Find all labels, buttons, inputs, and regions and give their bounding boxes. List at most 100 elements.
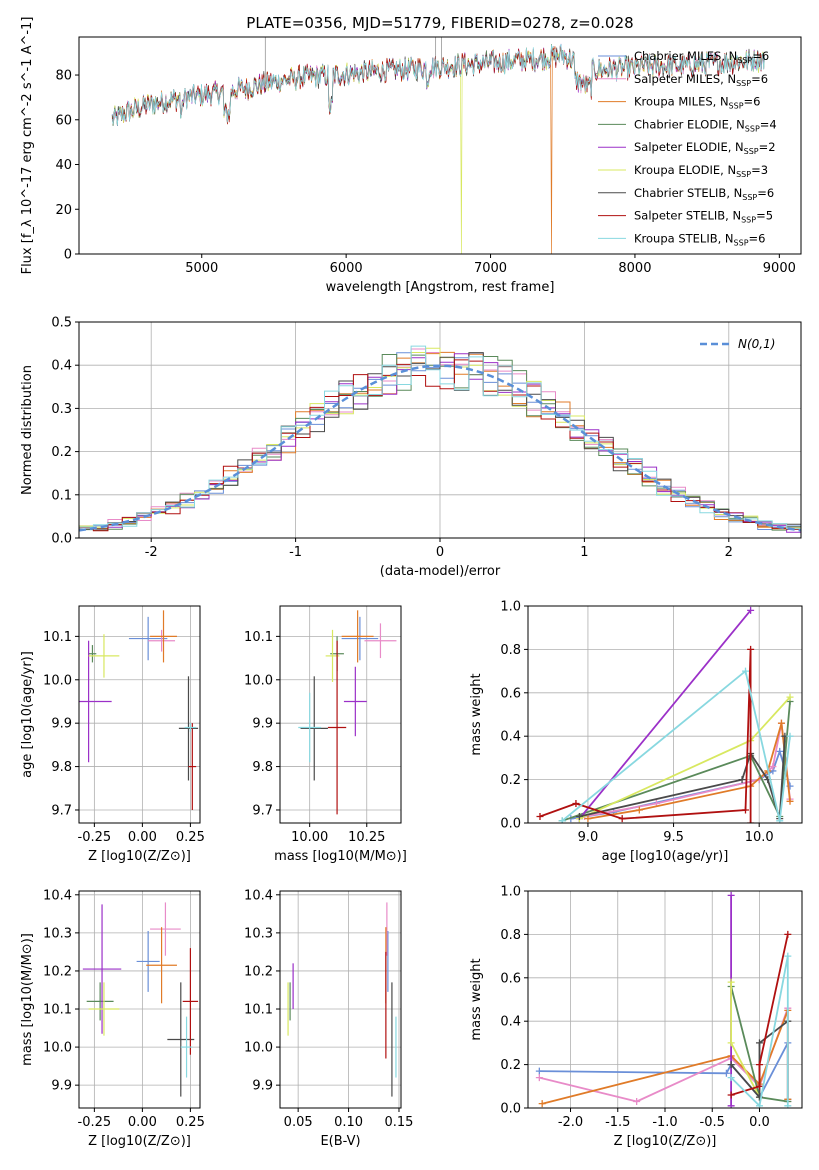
y-tick-label: 10.1: [43, 630, 72, 645]
x-tick-label: 9000: [763, 261, 796, 276]
y-axis-label: Flux [f_λ 10^-17 erg cm^-2 s^-1 A^-1]: [20, 17, 35, 275]
weight-marker-kroupa-elodie: [786, 693, 794, 701]
y-tick-label: 10.2: [43, 964, 72, 979]
legend-value: =5: [756, 209, 773, 223]
x-tick-label: 1: [580, 545, 588, 560]
x-axis-label: Z [log10(Z/Z⊙)]: [614, 1134, 717, 1149]
x-tick-label: 0.25: [176, 830, 205, 845]
legend-subscript: SSP: [737, 56, 752, 65]
legend-label: Chabrier ELODIE, NSSP=4: [634, 117, 777, 133]
plot-area-age_vs_mass: [298, 610, 397, 815]
histogram-kroupa-stelib: [79, 345, 801, 530]
x-tick-label: 0.0: [749, 1115, 770, 1130]
y-tick-label: 0.2: [500, 773, 521, 788]
weight-marker-kroupa-stelib: [558, 817, 566, 823]
legend-label: Chabrier MILES, NSSP=6: [634, 49, 769, 65]
y-tick-label: 1.0: [500, 600, 521, 615]
y-tick-label: 9.9: [252, 1079, 273, 1094]
y-tick-label: 10.0: [244, 1041, 273, 1056]
weight-marker-kroupa-miles: [635, 806, 643, 814]
y-tick-label: 0.0: [51, 532, 72, 547]
weight-marker-chabrier-miles: [776, 747, 784, 755]
x-axis-label: wavelength [Angstrom, rest frame]: [326, 280, 555, 295]
x-tick-label: -1.0: [652, 1115, 677, 1130]
x-tick-label: 0.00: [128, 830, 157, 845]
panel-weight_vs_age: 9.0 9.5 10.0 0.0 0.2 0.4 0.6 0.8 1.0 age [log10(a…: [469, 600, 803, 864]
y-tick-label: 60: [55, 113, 72, 128]
x-axis-label: (data-model)/error: [380, 564, 501, 579]
x-tick-label: 0.25: [176, 1115, 205, 1130]
legend-label: Kroupa MILES, NSSP=6: [634, 95, 760, 111]
y-tick-label: 0.2: [51, 445, 72, 460]
y-tick-label: 0: [64, 248, 72, 263]
y-tick-label: 0.6: [500, 971, 521, 986]
weight-marker-salpeter-elodie: [727, 1102, 735, 1108]
weight-marker-salpeter-elodie: [727, 891, 735, 899]
x-tick-label: -0.25: [78, 830, 112, 845]
plot-area-residuals: [79, 345, 801, 533]
y-tick-label: 10.3: [43, 926, 72, 941]
weight-marker-salpeter-elodie: [747, 606, 755, 614]
y-tick-label: 10.1: [244, 630, 273, 645]
weight-line-salpeter-stelib: [539, 649, 752, 823]
y-axis-label: age [log10(age/yr)]: [20, 651, 35, 778]
y-axis-label: mass [log10(M/M⊙)]: [20, 933, 35, 1066]
axes-frame: [78, 36, 802, 255]
x-axis-label: Z [log10(Z/Z⊙)]: [88, 849, 191, 864]
axes-frame: [78, 605, 201, 824]
plot-area-weight_vs_age: [536, 606, 794, 823]
x-tick-label: 0: [436, 545, 444, 560]
weight-marker-kroupa-miles: [777, 719, 785, 727]
weight-marker-kroupa-elodie: [727, 1039, 735, 1047]
axes-frame: [527, 605, 803, 824]
y-tick-label: 10.1: [244, 1003, 273, 1018]
y-tick-label: 9.8: [252, 760, 273, 775]
plot-area-weight_vs_Z: [535, 891, 792, 1108]
y-tick-label: 0.4: [500, 730, 521, 745]
legend-value: =6: [744, 95, 761, 109]
legend-label: Chabrier STELIB, NSSP=6: [634, 186, 774, 202]
y-tick-label: 10.0: [43, 673, 72, 688]
panel-weight_vs_Z: -2.0 -1.5 -1.0 -0.5 0.0 0.0 0.2 0.4 0.6 0.8 1.0 Z […: [469, 885, 803, 1149]
y-tick-label: 0.4: [500, 1015, 521, 1030]
y-tick-label: 1.0: [500, 885, 521, 900]
y-tick-label: 0.0: [500, 817, 521, 832]
y-tick-label: 0.1: [51, 488, 72, 503]
weight-marker-salpeter-miles: [769, 763, 777, 771]
legend-label: N(0,1): [738, 337, 775, 351]
y-tick-label: 10.0: [244, 673, 273, 688]
x-axis-label: Z [log10(Z/Z⊙)]: [88, 1134, 191, 1149]
y-tick-label: 0.8: [500, 928, 521, 943]
legend-label: Kroupa ELODIE, NSSP=3: [634, 163, 768, 179]
plot-area-age_vs_Z: [79, 610, 199, 810]
weight-line-chabrier-stelib: [579, 736, 786, 819]
panel-spectrum: 5000 6000 7000 8000 9000 0 20 40 60 80 wavelength …: [20, 17, 802, 295]
weight-marker-salpeter-miles: [535, 1074, 543, 1082]
panel-mass_vs_ebv: 0.05 0.10 0.15 9.9 10.0 10.1 10.2 10.3 10.4 E(B-V…: [244, 888, 413, 1149]
weight-marker-salpeter-stelib: [618, 815, 626, 823]
histogram-salpeter-stelib: [79, 359, 801, 532]
weight-marker-salpeter-stelib: [747, 819, 755, 823]
x-tick-label: 5000: [185, 261, 218, 276]
x-axis-label: mass [log10(M/M⊙)]: [274, 849, 407, 864]
y-tick-label: 10.4: [43, 888, 72, 903]
legend-label: Salpeter STELIB, NSSP=5: [634, 209, 773, 225]
x-axis-label: E(B-V): [320, 1134, 360, 1149]
y-tick-label: 0.3: [51, 402, 72, 417]
weight-line-chabrier-elodie: [561, 701, 791, 822]
weight-marker-salpeter-stelib: [727, 1091, 735, 1099]
weight-marker-salpeter-stelib: [784, 930, 792, 938]
y-tick-label: 10.0: [43, 1041, 72, 1056]
y-tick-label: 9.9: [252, 717, 273, 732]
weight-marker-chabrier-stelib: [738, 776, 746, 784]
legend-value: =6: [751, 72, 768, 86]
y-tick-label: 0.6: [500, 686, 521, 701]
panel-residuals: -2 -1 0 1 2 0.0 0.1 0.2 0.3 0.4 0.5 (data-model)/er…: [20, 316, 802, 579]
legend-label: Kroupa STELIB, NSSP=6: [634, 231, 765, 247]
y-tick-label: 10.3: [244, 926, 273, 941]
x-tick-label: -2.0: [558, 1115, 583, 1130]
x-tick-label: -1: [289, 545, 302, 560]
legend-subscript: SSP: [745, 124, 760, 133]
y-tick-label: 0.2: [500, 1058, 521, 1073]
weight-line-chabrier-miles: [570, 748, 791, 820]
